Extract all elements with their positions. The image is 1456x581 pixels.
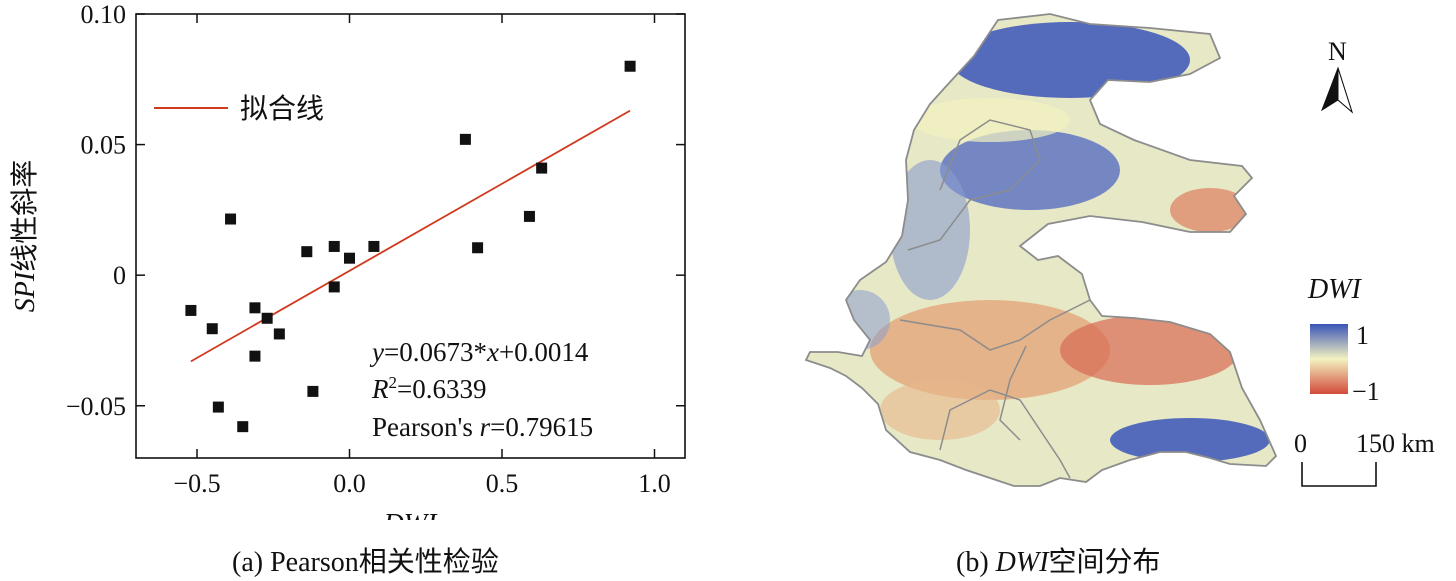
pearson-r-text: Pearson's r=0.79615 [372,412,593,442]
data-point [472,242,484,254]
y-tick-label: 0 [113,261,126,290]
x-tick-label: 0.0 [333,469,366,498]
regression-equation: y=0.0673*x+0.0014 [369,337,589,367]
panel-b-caption-suffix: 空间分布 [1048,547,1161,578]
panel-b-caption: (b) DWI空间分布 [956,540,1161,580]
data-point [328,240,340,252]
y-axis-title: SPI线性斜率 [9,160,41,312]
province-boundary [899,299,1091,351]
r-squared-symbol: R [371,374,389,404]
province-boundary [939,389,1071,479]
data-point [185,304,197,316]
scale-zero-label: 0 [1294,429,1307,458]
province-boundary [907,119,1041,251]
y-axis-title-italic: SPI [10,270,41,312]
plot-frame [135,13,686,459]
data-point [328,281,340,293]
map-raster [806,14,1276,486]
data-point [523,210,535,222]
data-point [307,385,319,397]
equation-rest: =0.0673* [384,337,487,367]
x-tick-label: −0.5 [173,469,220,498]
r-squared-sup: 2 [389,373,398,392]
r-squared-text: R2=0.6339 [371,373,486,404]
fit-line [190,109,631,363]
region-outline [804,13,1278,487]
data-point [344,252,355,264]
north-arrow-half-icon [1337,67,1354,114]
axis-ticks [136,13,685,458]
data-point [301,246,313,258]
tick-labels: −0.5 0.0 0.5 1.0 −0.05 0 0.05 0.10 [66,0,671,498]
legend-label: 拟合线 [240,92,324,125]
data-point [624,60,636,72]
data-point [237,421,249,433]
panel-b-caption-prefix: (b) [956,547,996,578]
equation-x: x [486,337,499,367]
data-point [212,401,224,413]
data-point [261,312,273,324]
x-tick-label: 1.0 [638,469,671,498]
equation-tail: +0.0014 [499,337,589,367]
data-point [249,302,261,314]
equation-y: y [369,337,384,367]
data-point [225,213,237,225]
colorbar [1310,324,1348,394]
colorbar-min-label: −1 [1352,377,1380,406]
panel-b-caption-italic: DWI [995,547,1049,578]
province-boundary [999,345,1027,441]
pearson-r-symbol: r [480,412,491,442]
x-tick-label: 0.5 [486,469,519,498]
scatter-chart: −0.5 0.0 0.5 1.0 −0.05 0 0.05 0.10 拟合线 y=0.0673… [9,0,686,520]
data-point [273,328,285,340]
y-tick-label: 0.10 [81,0,127,29]
north-label: N [1328,37,1347,66]
data-point [206,323,218,335]
colorbar-max-label: 1 [1356,321,1369,350]
colorbar-title: DWI [1307,274,1363,305]
data-points [185,60,636,433]
y-axis-title-plain: 线性斜率 [9,160,41,272]
scale-bar [1301,462,1377,487]
pearson-prefix: Pearson's [372,412,480,442]
data-point [249,350,261,362]
r-squared-value: =0.6339 [397,374,486,404]
data-point [459,133,471,145]
data-point [368,240,380,252]
fit-line-group [190,109,631,363]
y-tick-label: 0.05 [81,131,127,160]
panel-a-caption: (a) Pearson相关性检验 [232,547,499,578]
dwi-map: N DWI 1 −1 0 150 km [804,13,1435,487]
scale-end-label: 150 km [1356,429,1435,458]
data-point [536,162,548,174]
pearson-value: =0.79615 [490,412,593,442]
y-tick-label: −0.05 [66,392,126,421]
x-axis-title: DWI [383,509,439,520]
